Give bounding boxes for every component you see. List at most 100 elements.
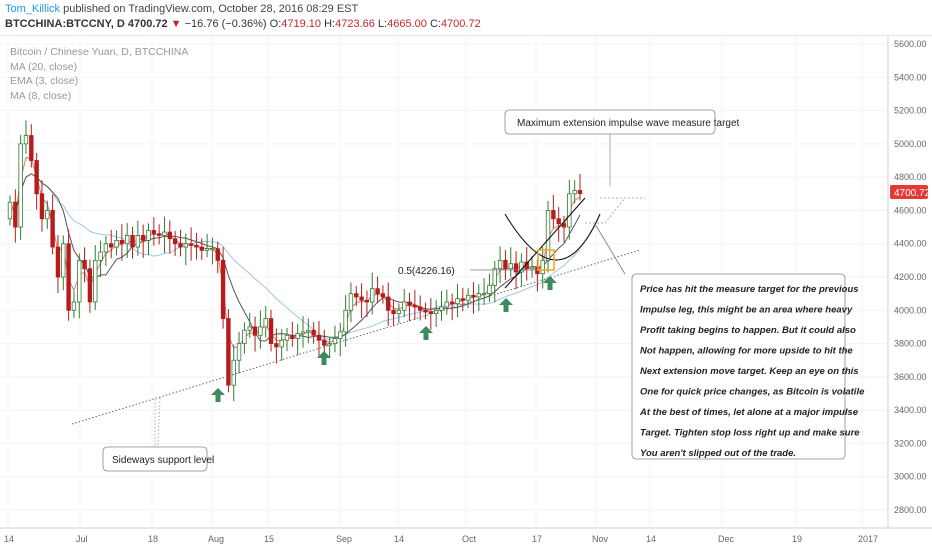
- candle-body: [18, 143, 23, 228]
- up-arrow-icon: [499, 298, 513, 312]
- legend-ema3[interactable]: EMA (3, close): [10, 75, 79, 87]
- candle-body: [71, 301, 77, 311]
- candle-body: [423, 309, 428, 313]
- candle-body: [236, 343, 242, 361]
- time-tick-label: 17: [532, 534, 542, 544]
- candle-body: [338, 331, 343, 339]
- candle-body: [119, 239, 125, 245]
- price-tick-label: 3800.00: [894, 339, 927, 349]
- legend-ma8[interactable]: MA (8, close): [10, 89, 72, 102]
- candle-body: [428, 311, 434, 315]
- time-tick-label: Nov: [592, 534, 609, 544]
- candle-body: [135, 234, 141, 248]
- price-tick-label: 2800.00: [894, 505, 927, 515]
- price-tick-label: 4600.00: [894, 205, 927, 215]
- down-arrow-icon: ▼: [170, 18, 182, 30]
- candle-body: [567, 193, 572, 228]
- candle-body: [311, 329, 316, 336]
- comment-line: Not happen, allowing for more upside to …: [640, 346, 853, 357]
- time-tick-label: 14: [646, 534, 656, 544]
- price-axis-labels: 5600.00 5400.00 5200.00 5000.00 4800.00 4600.…: [894, 39, 927, 515]
- candle-body: [364, 299, 370, 303]
- up-arrow-markers: [211, 276, 557, 402]
- candle-body: [162, 231, 167, 236]
- target-callout-box: [504, 109, 716, 135]
- impulse-leg-line: [504, 197, 586, 289]
- time-tick-label: Sep: [336, 534, 352, 544]
- candle-body: [247, 326, 252, 331]
- candle-body: [412, 304, 418, 308]
- candle-body: [417, 306, 423, 311]
- comment-line: Target. Tighten stop loss right up and m…: [640, 428, 860, 439]
- up-arrow-icon: [543, 276, 557, 290]
- candle-body: [183, 243, 188, 248]
- candle-body: [146, 229, 151, 241]
- price-tick-label: 4200.00: [894, 272, 927, 282]
- symbol-quote-line: BTCCHINA:BTCCNY, D 4700.72 ▼ −16.76 (−0.…: [5, 18, 481, 30]
- header-divider: [0, 35, 932, 36]
- target-callout-text: Maximum extension impulse wave measure t…: [517, 118, 740, 129]
- comment-line: Price has hit the measure target for the…: [640, 284, 859, 295]
- support-trendline: [71, 249, 641, 425]
- time-tick-label: Jul: [76, 534, 88, 544]
- candle-body: [497, 259, 503, 270]
- candle-body: [204, 248, 210, 251]
- candle-body: [61, 243, 66, 278]
- highlight-box: [537, 249, 555, 271]
- candle-body: [359, 296, 364, 301]
- author-link[interactable]: Tom_Killick: [5, 3, 61, 15]
- candle-body: [556, 218, 561, 225]
- candle-body: [124, 234, 130, 245]
- comment-callout-box: [631, 273, 846, 460]
- legend-ma20[interactable]: MA (20, close): [10, 60, 78, 73]
- price-tick-label: 3000.00: [894, 472, 927, 482]
- candle-body: [487, 284, 492, 295]
- publication-line: Tom_Killick published on TradingView.com…: [5, 3, 358, 15]
- candle-body: [7, 201, 13, 220]
- candle-body: [279, 339, 284, 348]
- price-tick-label: 5400.00: [894, 72, 927, 82]
- high-value: 4723.66: [335, 18, 375, 30]
- up-arrow-icon: [317, 351, 331, 365]
- time-tick-label: 14: [4, 534, 14, 544]
- candle-body: [306, 329, 311, 333]
- candle-body: [316, 334, 322, 341]
- candle-body: [375, 288, 380, 295]
- candle-body: [23, 135, 29, 145]
- candle-body: [455, 298, 460, 305]
- close-value: 4700.72: [440, 18, 481, 30]
- candle-body: [140, 234, 146, 241]
- candle-body: [263, 318, 268, 328]
- open-value: 4719.10: [281, 18, 322, 30]
- candle-body: [156, 233, 162, 236]
- drawing-annotations: Maximum extension impulse wave measure t…: [71, 109, 865, 472]
- candle-body: [508, 263, 513, 270]
- time-tick-label: 14: [394, 534, 404, 544]
- candle-body: [551, 210, 556, 220]
- candle-body: [444, 301, 450, 308]
- candle-body: [103, 243, 109, 253]
- candle-body: [332, 338, 338, 344]
- price-tick-label: 5000.00: [894, 139, 927, 149]
- open-label: O:: [269, 18, 282, 30]
- candle-body: [231, 359, 236, 386]
- candle-body: [242, 329, 247, 344]
- time-axis-labels: 14 Jul 18 Aug 15 Sep 14 Oct 17 Nov 14 Dec 19 2017: [4, 534, 878, 544]
- candle-body: [98, 251, 103, 261]
- candle-body: [449, 301, 455, 305]
- candle-body: [503, 259, 508, 270]
- price-chart[interactable]: Maximum extension impulse wave measure t…: [0, 36, 932, 550]
- candle-body: [66, 243, 71, 311]
- time-tick-label: Oct: [462, 534, 477, 544]
- price-change: −16.76 (−0.36%): [184, 18, 267, 30]
- cup-curve: [504, 213, 601, 261]
- candle-body: [396, 309, 402, 315]
- low-label: L:: [377, 18, 388, 30]
- candle-body: [465, 294, 471, 301]
- candle-body: [572, 190, 577, 195]
- candle-body: [50, 210, 55, 248]
- candle-body: [460, 298, 466, 301]
- candle-body: [167, 231, 173, 240]
- price-tick-label: 5200.00: [894, 106, 927, 116]
- low-value: 4665.00: [387, 18, 427, 30]
